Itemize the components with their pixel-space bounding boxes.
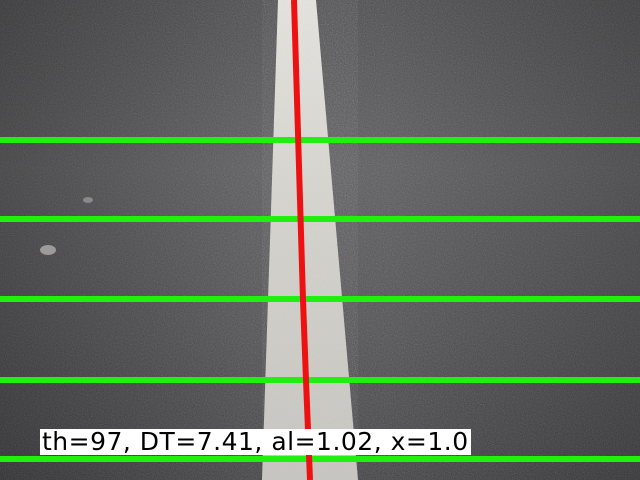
road-debris <box>83 197 93 203</box>
lane-marking-texture <box>262 0 358 480</box>
road-debris <box>40 245 56 255</box>
detected-center-line <box>291 0 313 480</box>
status-readout: th=97, DT=7.41, al=1.02, x=1.0 <box>40 427 471 456</box>
